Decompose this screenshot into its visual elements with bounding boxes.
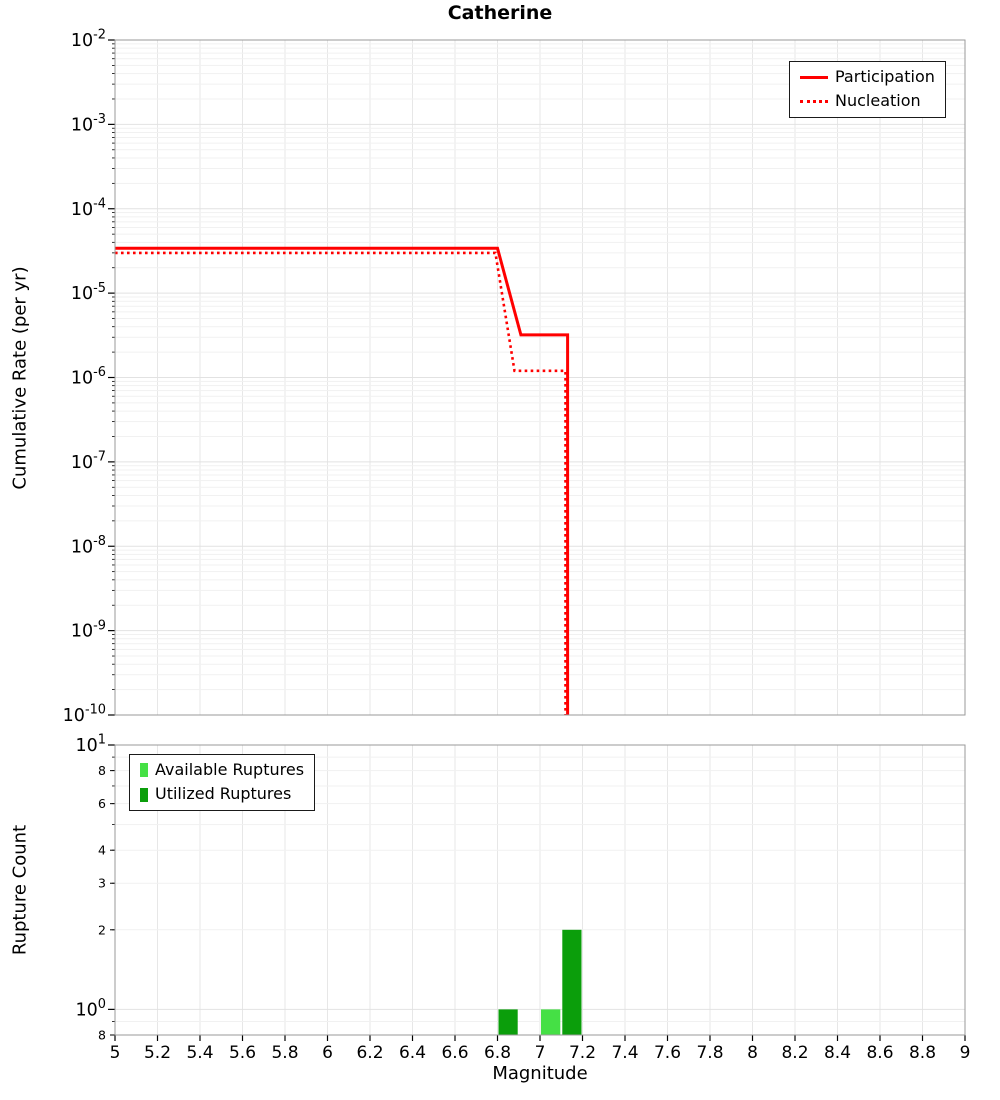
utilized-ruptures-bar [562,929,582,1035]
participation-line [115,246,570,715]
svg-text:5.8: 5.8 [271,1043,298,1063]
x-axis-label: Magnitude [492,1063,588,1084]
svg-text:10-5: 10-5 [71,281,106,304]
rate-panel [112,39,965,716]
svg-text:6.2: 6.2 [356,1043,383,1063]
svg-text:10-8: 10-8 [71,534,106,557]
svg-text:6: 6 [322,1043,333,1063]
rate-panel-border [114,39,966,716]
svg-text:7.4: 7.4 [611,1043,638,1063]
legend-label: Participation [835,67,935,86]
svg-text:6.6: 6.6 [441,1043,468,1063]
svg-text:7: 7 [535,1043,546,1063]
utilized-ruptures-bar [498,1009,518,1035]
top-y-ticks: 10-2 10-3 10-4 10-5 10-6 10-7 10-8 10-9 10-10 [63,28,115,726]
legend-label: Available Ruptures [155,760,305,779]
legend-entry-nucleation: Nucleation [800,91,935,111]
svg-text:8: 8 [747,1043,758,1063]
svg-text:5.6: 5.6 [229,1043,256,1063]
nucleation-line-swatch [800,100,828,104]
svg-text:9: 9 [960,1043,971,1063]
svg-text:2: 2 [98,922,106,937]
svg-text:6: 6 [98,796,106,811]
svg-text:4: 4 [98,843,106,858]
legend-entry-utilized-ruptures: Utilized Ruptures [140,784,304,804]
svg-text:10-4: 10-4 [71,196,106,219]
rate-panel-grid [115,39,965,716]
svg-text:7.6: 7.6 [654,1043,681,1063]
legend-entry-participation: Participation [800,67,935,86]
available-ruptures-bar [541,1009,561,1035]
rate-legend: Participation Nucleation [789,61,946,118]
legend-label: Utilized Ruptures [155,784,292,804]
participation-line-swatch [800,75,828,79]
bottom-y-ticks: 101 8 6 4 3 2 100 8 [76,733,115,1043]
rate-curves [115,246,570,715]
nucleation-line [115,251,567,715]
svg-text:8.4: 8.4 [824,1043,851,1063]
available-ruptures-swatch [140,763,148,778]
top-y-axis-label: Cumulative Rate (per yr) [9,266,31,490]
count-panel-border [114,744,966,1036]
svg-text:8.2: 8.2 [781,1043,808,1063]
svg-text:5.2: 5.2 [144,1043,171,1063]
svg-text:10-10: 10-10 [63,703,106,726]
svg-text:10-3: 10-3 [71,112,106,135]
svg-text:10-7: 10-7 [71,450,106,473]
utilized-ruptures-swatch [140,787,148,802]
rupture-bars [498,929,582,1035]
x-ticks: 5 5.2 5.4 5.6 5.8 6 6.2 6.4 6.6 6.8 7 7.2 7.4 7.6 7.8 8… [110,1035,971,1063]
svg-text:10-6: 10-6 [71,365,106,388]
legend-label: Nucleation [835,91,921,111]
svg-text:8.6: 8.6 [866,1043,893,1063]
svg-text:8: 8 [98,763,106,778]
svg-text:8: 8 [98,1028,106,1043]
svg-text:6.8: 6.8 [484,1043,511,1063]
svg-text:10-2: 10-2 [71,28,106,51]
rupture-legend: Available Ruptures Utilized Ruptures [129,754,316,811]
legend-entry-available-ruptures: Available Ruptures [140,760,305,779]
svg-text:100: 100 [76,997,106,1020]
count-panel-grid [115,744,965,1035]
svg-text:7.2: 7.2 [569,1043,596,1063]
svg-text:7.8: 7.8 [696,1043,723,1063]
svg-text:3: 3 [98,876,106,891]
svg-text:5: 5 [110,1043,121,1063]
chart-title: Catherine [447,2,553,24]
svg-text:101: 101 [76,733,106,756]
svg-text:5.4: 5.4 [186,1043,213,1063]
svg-text:10-9: 10-9 [71,618,106,641]
bottom-y-axis-label: Rupture Count [9,824,31,956]
svg-text:6.4: 6.4 [399,1043,426,1063]
svg-text:8.8: 8.8 [909,1043,936,1063]
